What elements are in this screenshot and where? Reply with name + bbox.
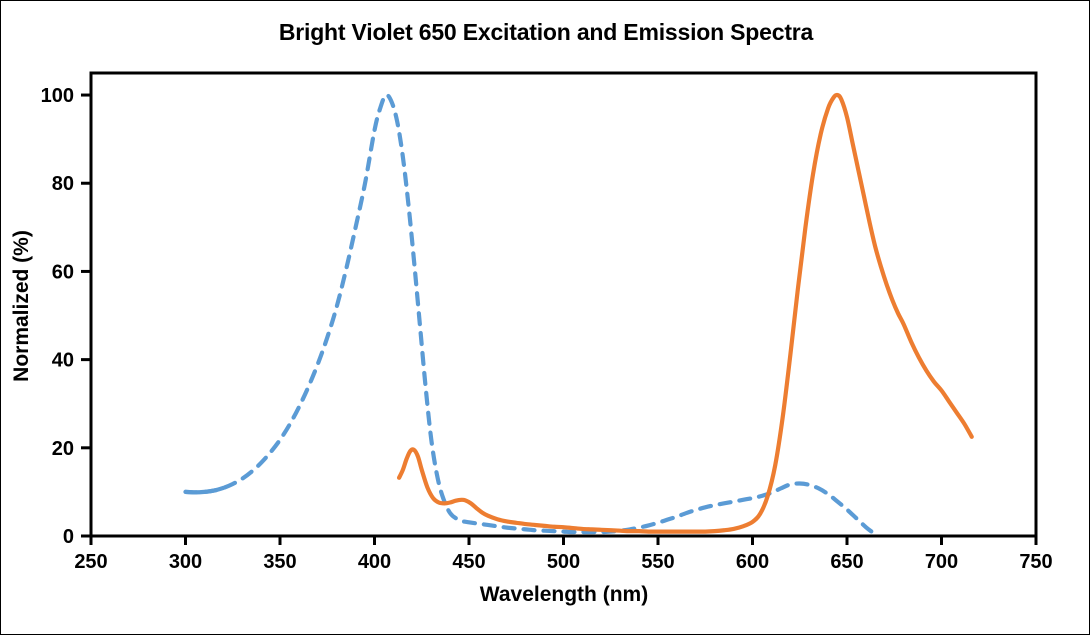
x-tick-label: 250 [74,551,107,573]
x-tick-label: 750 [1019,551,1052,573]
x-tick-label: 300 [169,551,202,573]
x-axis-title: Wavelength (nm) [480,583,648,606]
plot-border [89,71,1038,538]
y-axis-title: Normalized (%) [10,230,33,382]
x-tick-label: 350 [263,551,296,573]
series-curve-excitation-leadin [183,485,226,495]
x-tick-label: 600 [736,551,769,573]
y-tick-label: 80 [52,173,74,195]
x-tick-label: 400 [358,551,391,573]
x-tick-label: 700 [925,551,958,573]
y-tick-label: 20 [52,438,74,460]
x-tick-label: 500 [547,551,580,573]
x-tick-label: 450 [452,551,485,573]
y-tick-label: 100 [41,85,74,107]
y-axis-ticks: 0 20 40 60 80 100 [41,85,91,548]
series-curve-emission [396,92,974,534]
y-tick-label: 0 [63,526,74,548]
y-tick-label: 40 [52,350,74,372]
x-tick-label: 650 [830,551,863,573]
x-tick-label: 550 [641,551,674,573]
y-tick-label: 60 [52,261,74,283]
series-curves [183,92,974,538]
x-axis-ticks: 250 300 350 400 450 500 550 600 650 700 750 [74,536,1053,573]
plot-frame [89,71,1038,538]
chart-title: Bright Violet 650 Excitation and Emissio… [278,19,814,45]
